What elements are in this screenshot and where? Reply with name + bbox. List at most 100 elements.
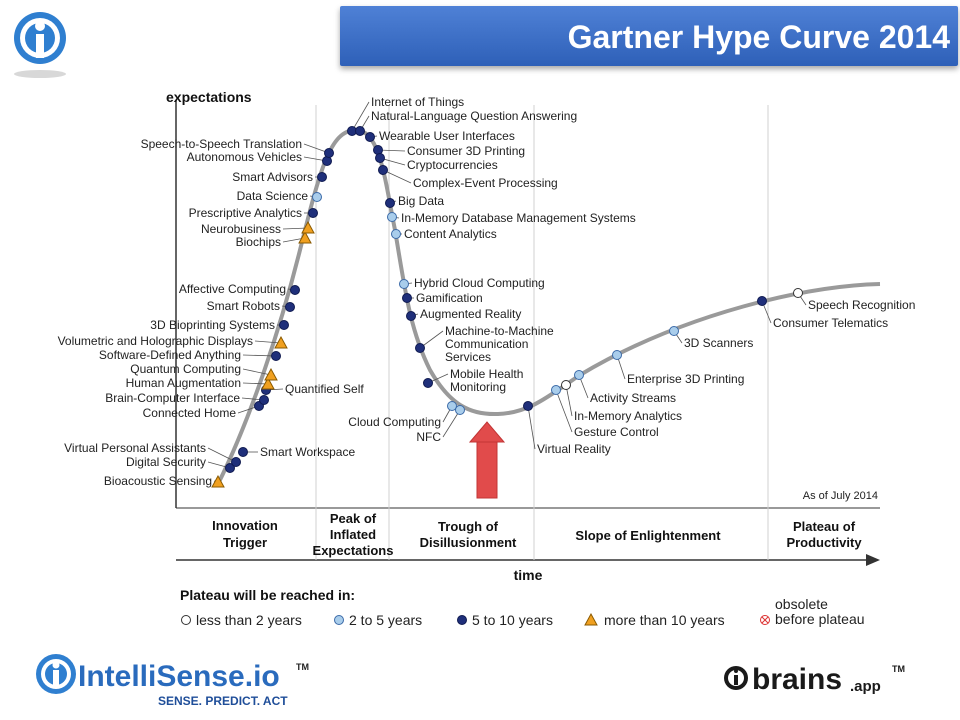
technology-label: Consumer Telematics [773, 316, 888, 330]
dark-blue-circle-marker-icon [317, 172, 327, 182]
legend-dark-blue-circle-icon [457, 615, 467, 625]
legend-item-more-than-10-years: more than 10 years [604, 612, 725, 628]
leader-line [555, 389, 573, 433]
orange-triangle-marker-icon [301, 220, 315, 234]
leader-line [207, 447, 237, 463]
technology-label: Gamification [416, 291, 483, 305]
orange-triangle-marker-icon [261, 376, 275, 390]
technology-markers: Bioacoustic Sensing Digital SecurityVirtu… [58, 95, 916, 488]
technology-label: Quantum Computing [130, 362, 241, 376]
light-blue-circle-marker-icon [669, 326, 679, 336]
technology-label: Smart Robots [207, 299, 280, 313]
technology-label: Hybrid Cloud Computing [414, 276, 545, 290]
technology-label: Bioacoustic Sensing [104, 474, 212, 488]
technology-label: Machine-to-Machine [445, 324, 554, 338]
page-title: Gartner Hype Curve 2014 [567, 19, 950, 55]
technology-label: Wearable User Interfaces [379, 129, 515, 143]
technology-label: Internet of Things [371, 95, 464, 109]
technology-label: Augmented Reality [420, 307, 521, 321]
technology-label: NFC [416, 430, 441, 444]
phase-peak-line3: Expectations [313, 543, 394, 558]
technology-label: Software-Defined Anything [99, 348, 241, 362]
intellisense-tm: TM [296, 662, 309, 672]
dark-blue-circle-marker-icon [308, 208, 318, 218]
trough-arrow-icon [468, 421, 506, 499]
intellisense-name: IntelliSense.io [78, 660, 280, 693]
technology-label: Affective Computing [179, 282, 286, 296]
dark-blue-circle-marker-icon [279, 320, 289, 330]
phase-plateau-line2: Productivity [786, 535, 862, 550]
technology-label: Complex-Event Processing [413, 176, 558, 190]
technology-label: Natural-Language Question Answering [371, 109, 577, 123]
dark-blue-circle-marker-icon [238, 447, 248, 457]
legend-title: Plateau will be reached in: [180, 587, 355, 603]
legend-item-obsolete-line1: obsolete [775, 596, 828, 612]
as-of-note: As of July 2014 [803, 490, 878, 502]
dark-blue-circle-marker-icon [231, 457, 241, 467]
phase-trough-line1: Trough of [438, 519, 499, 534]
intellisense-logo: IntelliSense.io TM SENSE. PREDICT. ACT [34, 650, 334, 710]
x-axis-arrow-icon [866, 554, 880, 566]
legend-item-obsolete-line2: before plateau [775, 611, 865, 627]
leader-line [282, 227, 309, 230]
technology-label: Neurobusiness [201, 222, 281, 236]
technology-label: Consumer 3D Printing [407, 144, 525, 158]
dark-blue-circle-marker-icon [415, 343, 425, 353]
technology-label: Cryptocurrencies [407, 158, 498, 172]
technology-label: Mobile Health [450, 367, 523, 381]
legend-red-crossed-circle-icon [760, 615, 770, 625]
light-blue-circle-marker-icon [551, 385, 561, 395]
dark-blue-circle-marker-icon [271, 351, 281, 361]
technology-label: Digital Security [126, 455, 206, 469]
technology-label: Virtual Personal Assistants [64, 441, 206, 455]
legend-item-less-than-2-years: less than 2 years [196, 612, 302, 628]
technology-label: Prescriptive Analytics [189, 206, 302, 220]
dark-blue-circle-marker-icon [375, 153, 385, 163]
leader-line [254, 340, 282, 344]
technology-label: Content Analytics [404, 227, 497, 241]
brains-app-logo: brains .app TM [722, 658, 942, 698]
dark-blue-circle-marker-icon [290, 285, 300, 295]
orange-triangle-marker-icon [211, 474, 225, 488]
technology-label: Big Data [398, 194, 444, 208]
technology-label: Enterprise 3D Printing [627, 372, 744, 386]
phase-slope: Slope of Enlightenment [575, 528, 721, 543]
dark-blue-circle-marker-icon [757, 296, 767, 306]
technology-label: 3D Scanners [684, 336, 753, 350]
dark-blue-circle-marker-icon [285, 302, 295, 312]
brains-logo-icon [724, 666, 748, 690]
technology-label: Human Augmentation [126, 376, 241, 390]
legend-light-blue-circle-icon [334, 615, 344, 625]
light-blue-circle-marker-icon [612, 350, 622, 360]
leader-line [351, 101, 370, 132]
white-circle-marker-icon [561, 380, 571, 390]
technology-label: Brain-Computer Interface [105, 391, 240, 405]
y-axis-label: expectations [166, 89, 252, 105]
technology-label: In-Memory Analytics [574, 409, 682, 423]
technology-label: 3D Bioprinting Systems [150, 318, 275, 332]
dark-blue-circle-marker-icon [423, 378, 433, 388]
technology-label: Autonomous Vehicles [187, 150, 302, 164]
dark-blue-circle-marker-icon [402, 293, 412, 303]
technology-label: Gesture Control [574, 425, 659, 439]
phase-peak-line2: Inflated [330, 527, 376, 542]
technology-label: Monitoring [450, 380, 506, 394]
dark-blue-circle-marker-icon [225, 463, 235, 473]
white-circle-marker-icon [793, 288, 803, 298]
legend: less than 2 years 2 to 5 years 5 to 10 y… [181, 596, 865, 628]
leader-line [382, 169, 412, 184]
leader-line [527, 405, 536, 450]
technology-label: Communication [445, 337, 528, 351]
brand-logo-icon [10, 8, 70, 80]
phase-trough-line2: Disillusionment [420, 535, 517, 550]
dark-blue-circle-marker-icon [355, 126, 365, 136]
phase-labels: Innovation Trigger Peak of Inflated Expe… [212, 511, 862, 558]
technology-label: Smart Workspace [260, 445, 355, 459]
phase-innovation-trigger-line1: Innovation [212, 518, 278, 533]
leader-line [442, 409, 461, 438]
dark-blue-circle-marker-icon [378, 165, 388, 175]
dark-blue-circle-marker-icon [406, 311, 416, 321]
dark-blue-circle-marker-icon [365, 132, 375, 142]
technology-label: Speech-to-Speech Translation [141, 137, 302, 151]
leader-line [242, 368, 272, 376]
